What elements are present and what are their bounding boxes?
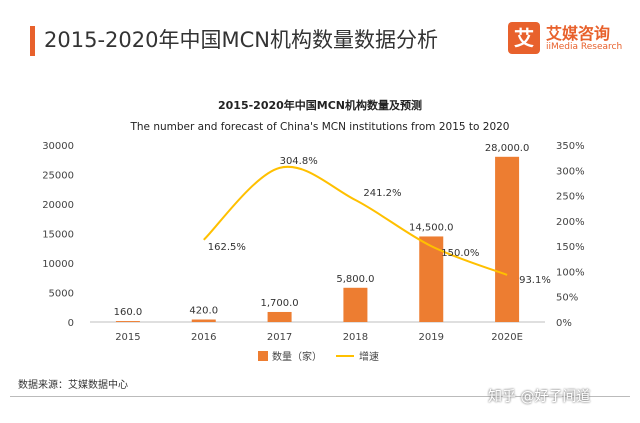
line-value-label: 93.1% bbox=[519, 275, 551, 286]
logo-name: 艾媒咨询 bbox=[546, 24, 611, 43]
bar-2020E bbox=[495, 156, 520, 322]
y-left-tick-label: 15000 bbox=[42, 230, 74, 241]
line-value-label: 304.8% bbox=[280, 156, 318, 167]
data-source: 数据来源：艾媒数据中心 bbox=[18, 380, 128, 391]
y-right-tick-label: 100% bbox=[556, 267, 585, 278]
bar-2018 bbox=[343, 287, 368, 322]
x-tick-label: 2019 bbox=[419, 332, 444, 343]
logo-mark-icon: 艾 bbox=[508, 22, 540, 54]
y-right-tick-label: 250% bbox=[556, 192, 585, 203]
watermark: 知乎 @好子间道 bbox=[488, 389, 591, 405]
chart-subtitle: The number and forecast of China's MCN i… bbox=[129, 121, 509, 133]
y-right-tick-label: 300% bbox=[556, 166, 585, 177]
y-left-tick-label: 0 bbox=[68, 318, 74, 329]
x-tick-label: 2017 bbox=[267, 332, 292, 343]
growth-rate-line bbox=[203, 165, 508, 276]
x-tick-label: 2016 bbox=[191, 332, 216, 343]
header: 2015-2020年中国MCN机构数量数据分析 艾 艾媒咨询 iiMedia R… bbox=[0, 0, 640, 80]
y-right-tick-label: 350% bbox=[556, 141, 585, 152]
bar-value-label: 28,000.0 bbox=[485, 143, 530, 154]
bar-2015 bbox=[115, 321, 140, 322]
bar-value-label: 14,500.0 bbox=[409, 222, 454, 233]
x-tick-label: 2020E bbox=[491, 332, 523, 343]
legend-line-label: 增速 bbox=[359, 350, 379, 363]
title-accent-bar bbox=[30, 26, 35, 56]
footer-divider bbox=[10, 396, 630, 397]
line-value-label: 150.0% bbox=[441, 248, 479, 259]
line-value-label: 162.5% bbox=[208, 242, 246, 253]
legend-bar-swatch bbox=[258, 351, 268, 361]
logo-subtitle: iiMedia Research bbox=[546, 42, 623, 52]
line-value-label: 241.2% bbox=[363, 188, 401, 199]
bar-2017 bbox=[267, 311, 292, 322]
legend-bar-label: 数量（家） bbox=[272, 350, 322, 363]
x-tick-label: 2018 bbox=[343, 332, 368, 343]
y-right-tick-label: 0% bbox=[556, 318, 572, 329]
y-left-tick-label: 10000 bbox=[42, 259, 74, 270]
y-right-tick-label: 50% bbox=[556, 293, 578, 304]
bar-value-label: 5,800.0 bbox=[336, 274, 374, 285]
y-right-tick-label: 150% bbox=[556, 242, 585, 253]
x-tick-label: 2015 bbox=[115, 332, 140, 343]
y-right-tick-label: 200% bbox=[556, 217, 585, 228]
bar-value-label: 420.0 bbox=[189, 306, 218, 317]
y-left-tick-label: 30000 bbox=[42, 141, 74, 152]
chart-title: 2015-2020年中国MCN机构数量及预测 bbox=[218, 98, 422, 112]
y-left-tick-label: 5000 bbox=[49, 289, 74, 300]
bar-value-label: 1,700.0 bbox=[260, 298, 298, 309]
logo-glyph: 艾 bbox=[514, 26, 534, 50]
page-title: 2015-2020年中国MCN机构数量数据分析 bbox=[44, 28, 438, 52]
y-left-tick-label: 25000 bbox=[42, 171, 74, 182]
brand-logo: 艾 艾媒咨询 iiMedia Research bbox=[508, 20, 628, 60]
y-left-tick-label: 20000 bbox=[42, 200, 74, 211]
bar-2016 bbox=[191, 319, 216, 322]
bar-value-label: 160.0 bbox=[114, 307, 143, 318]
